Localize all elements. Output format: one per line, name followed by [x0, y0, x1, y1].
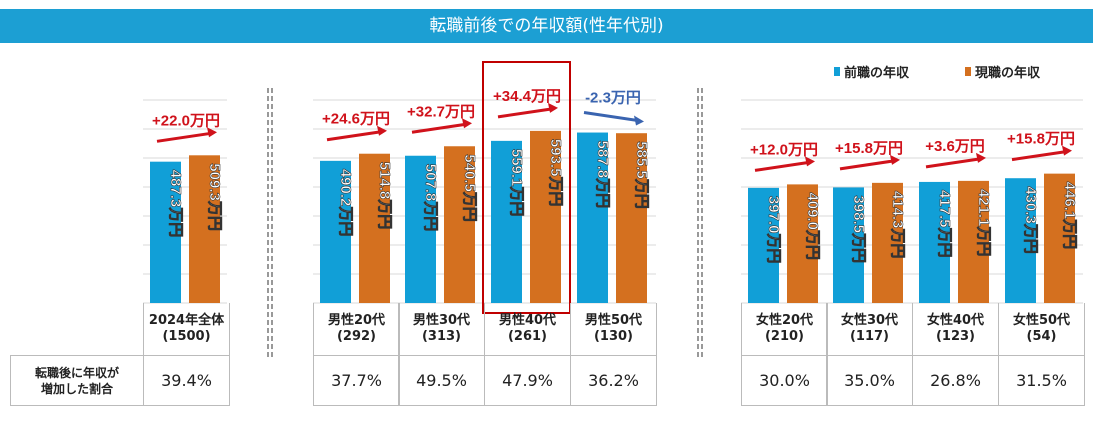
bar-value-label: 490.2万円 — [337, 169, 354, 237]
change-arrow — [497, 107, 553, 119]
change-label: -2.3万円 — [585, 90, 641, 107]
bar-after — [189, 155, 220, 303]
increase-ratio: 47.9% — [484, 355, 571, 406]
bar-value-label: 397.0万円 — [765, 196, 782, 264]
change-arrow — [156, 131, 212, 143]
bar-value-label: 421.1万円 — [975, 189, 992, 257]
bar-value-label: 509.3万円 — [206, 163, 223, 231]
change-arrow — [925, 157, 981, 169]
increase-ratio: 31.5% — [998, 355, 1085, 406]
change-arrow — [1011, 150, 1067, 162]
bar-value-label: 414.3万円 — [889, 191, 906, 259]
bar-value-label: 446.1万円 — [1061, 182, 1078, 250]
bar-after — [616, 133, 647, 303]
bar-value-label: 417.5万円 — [936, 190, 953, 258]
bar-value-label: 593.5万円 — [547, 139, 564, 207]
chart-title: 転職前後での年収額(性年代別) — [0, 9, 1093, 43]
change-label: +15.8万円 — [835, 140, 903, 157]
change-arrowhead — [1062, 145, 1072, 156]
category-label: 男性30代 (313) — [398, 303, 485, 356]
change-arrowhead — [548, 102, 558, 113]
bar-value-label: 585.5万円 — [633, 141, 650, 209]
highlight-box — [482, 61, 571, 314]
change-arrowhead — [805, 156, 815, 167]
change-arrow — [583, 111, 639, 123]
bar-before — [150, 161, 181, 303]
increase-ratio: 26.8% — [912, 355, 999, 406]
bar-before — [833, 187, 864, 303]
bar-before — [491, 140, 522, 303]
change-arrowhead — [976, 152, 986, 163]
change-label: +24.6万円 — [322, 111, 390, 128]
bar-value-label: 559.1万円 — [508, 149, 525, 217]
bar-after — [872, 182, 903, 303]
change-arrow — [754, 160, 810, 172]
bar-value-label: 514.8万円 — [376, 162, 393, 230]
change-arrowhead — [890, 154, 900, 165]
bar-after — [787, 184, 818, 303]
legend-label-before: 前職の年収 — [844, 66, 910, 81]
change-label: +3.6万円 — [925, 138, 985, 155]
increase-ratio: 37.7% — [313, 355, 400, 406]
category-label: 男性20代 (292) — [313, 303, 400, 356]
bar-value-label: 587.8万円 — [594, 141, 611, 209]
increase-ratio: 35.0% — [826, 355, 913, 406]
change-label: +34.4万円 — [493, 88, 561, 105]
bar-value-label: 430.3万円 — [1022, 186, 1039, 254]
change-arrow — [326, 130, 382, 142]
increase-ratio: 30.0% — [741, 355, 828, 406]
category-label: 男性50代 (130) — [570, 303, 657, 356]
change-arrowhead — [207, 127, 217, 138]
bar-value-label: 409.0万円 — [804, 192, 821, 260]
legend-swatch-after — [965, 67, 971, 76]
change-label: +15.8万円 — [1007, 131, 1075, 148]
change-label: +12.0万円 — [750, 141, 818, 158]
change-arrow — [411, 122, 467, 134]
increase-ratio: 36.2% — [570, 355, 657, 406]
category-label: 女性50代 (54) — [998, 303, 1085, 356]
legend-after: 現職の年収 — [965, 62, 1040, 81]
row-label: 転職後に年収が 増加した割合 — [10, 355, 144, 406]
bar-after — [958, 180, 989, 303]
change-arrowhead — [462, 118, 472, 129]
change-arrow — [839, 159, 895, 171]
bar-before — [320, 160, 351, 303]
category-label: 女性20代 (210) — [741, 303, 828, 356]
legend-before: 前職の年収 — [834, 62, 909, 81]
increase-ratio: 49.5% — [398, 355, 485, 406]
increase-ratio: 39.4% — [143, 355, 230, 406]
bar-before — [919, 181, 950, 303]
bar-before — [405, 155, 436, 303]
legend-swatch-before — [834, 67, 840, 76]
bar-value-label: 398.5万円 — [850, 195, 867, 263]
category-label: 女性30代 (117) — [826, 303, 913, 356]
category-label: 2024年全体 (1500) — [143, 303, 230, 356]
change-label: +32.7万円 — [407, 103, 475, 120]
bar-before — [577, 132, 608, 303]
bar-value-label: 487.3万円 — [167, 170, 184, 238]
change-arrowhead — [377, 125, 387, 136]
bar-after — [1044, 173, 1075, 303]
legend-label-after: 現職の年収 — [975, 66, 1041, 81]
bar-after — [444, 146, 475, 303]
bar-before — [1005, 178, 1036, 303]
change-label: +22.0万円 — [152, 112, 220, 129]
bar-value-label: 507.8万円 — [422, 164, 439, 232]
bar-after — [530, 130, 561, 303]
category-label: 男性40代 (261) — [484, 303, 571, 356]
bar-after — [359, 153, 390, 303]
bar-before — [748, 187, 779, 303]
bar-value-label: 540.5万円 — [461, 154, 478, 222]
category-label: 女性40代 (123) — [912, 303, 999, 356]
change-arrowhead — [634, 115, 644, 126]
